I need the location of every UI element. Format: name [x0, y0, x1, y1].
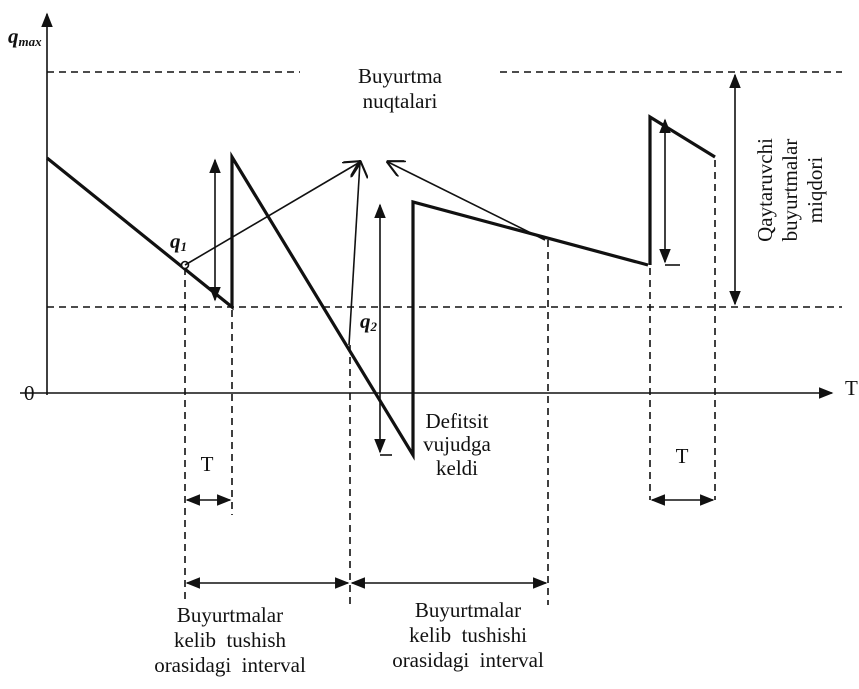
- text-line: Buyurtmalar: [177, 603, 283, 627]
- text-line: buyurtmalar: [778, 139, 802, 242]
- lead-time-label: T: [201, 452, 214, 476]
- reference-lines: [47, 71, 842, 308]
- text-line: Buyurtmalar: [415, 598, 521, 622]
- interval-arrows: [185, 494, 715, 589]
- text-line: kelib tushishi: [409, 623, 527, 647]
- symbol: q: [360, 309, 371, 333]
- interval-guides: [184, 160, 716, 605]
- text-line: nuqtalari: [363, 89, 438, 113]
- interval-2-label: Buyurtmalar kelib tushishi orasidagi int…: [392, 598, 544, 672]
- origin-label: 0: [24, 381, 35, 405]
- text-line: Buyurtma: [358, 64, 443, 88]
- x-label: T: [845, 376, 858, 400]
- deficit-label: Defitsit vujudga keldi: [423, 409, 491, 480]
- symbol: q: [170, 229, 181, 253]
- axes: [20, 12, 834, 399]
- order-points-label: Buyurtma nuqtalari: [358, 64, 443, 113]
- arrow: [348, 162, 360, 346]
- text-line: miqdori: [803, 157, 827, 224]
- symbol: q: [8, 24, 19, 48]
- lead-time-label: T: [676, 444, 689, 468]
- q1-label: q1: [170, 229, 187, 254]
- text-line: Qaytaruvchi: [753, 138, 777, 242]
- text-line: orasidagi interval: [392, 648, 544, 672]
- stock-curve: [45, 114, 716, 461]
- y-label: qmax: [8, 24, 42, 49]
- reorder-quantity-label: Qaytaruvchi buyurtmalar miqdori: [753, 138, 827, 242]
- text-line: vujudga: [423, 432, 491, 456]
- subscript: 2: [370, 319, 378, 334]
- text-line: orasidagi interval: [154, 653, 306, 677]
- text-line: keldi: [436, 456, 478, 480]
- stock-line: [648, 114, 716, 265]
- arrow: [184, 162, 360, 266]
- arrows: [184, 73, 741, 456]
- arrow: [388, 162, 546, 241]
- stock-line: [45, 151, 649, 461]
- subscript: max: [19, 34, 43, 49]
- text-line: kelib tushish: [174, 628, 287, 652]
- interval-1-label: Buyurtmalar kelib tushish orasidagi inte…: [154, 603, 306, 677]
- subscript: 1: [181, 239, 188, 254]
- q2-label: q2: [360, 309, 378, 334]
- text-line: Defitsit: [426, 409, 489, 433]
